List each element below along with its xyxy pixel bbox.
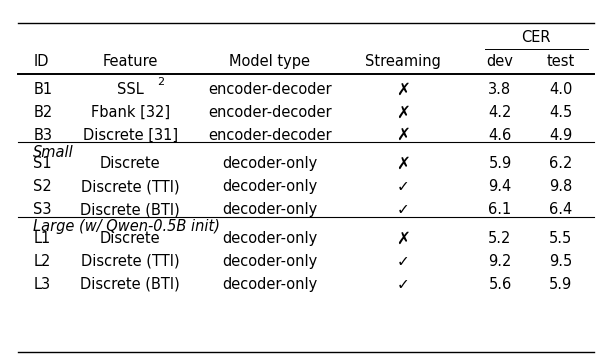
Text: decoder-only: decoder-only (222, 277, 318, 292)
Text: 9.5: 9.5 (549, 254, 572, 269)
Text: Large (w/ Qwen-0.5B init): Large (w/ Qwen-0.5B init) (33, 219, 221, 234)
Text: Small: Small (33, 145, 74, 160)
Text: Discrete (BTI): Discrete (BTI) (81, 277, 180, 292)
Text: B3: B3 (33, 128, 52, 143)
Text: L1: L1 (33, 231, 50, 246)
Text: ✓: ✓ (396, 277, 410, 292)
Text: ✗: ✗ (396, 103, 410, 121)
Text: 4.9: 4.9 (549, 128, 572, 143)
Text: ✓: ✓ (396, 254, 410, 269)
Text: Discrete (TTI): Discrete (TTI) (81, 254, 179, 269)
Text: decoder-only: decoder-only (222, 254, 318, 269)
Text: Discrete (BTI): Discrete (BTI) (81, 202, 180, 217)
Text: 9.2: 9.2 (488, 254, 511, 269)
Text: Discrete (TTI): Discrete (TTI) (81, 179, 179, 194)
Text: dev: dev (487, 54, 513, 69)
Text: 3.8: 3.8 (488, 82, 511, 97)
Text: 6.4: 6.4 (549, 202, 572, 217)
Text: 9.8: 9.8 (549, 179, 572, 194)
Text: 5.2: 5.2 (488, 231, 511, 246)
Text: ✗: ✗ (396, 229, 410, 247)
Text: ✗: ✗ (396, 126, 410, 144)
Text: encoder-decoder: encoder-decoder (208, 105, 331, 120)
Text: ✗: ✗ (396, 155, 410, 173)
Text: 5.5: 5.5 (549, 231, 572, 246)
Text: S1: S1 (33, 156, 52, 171)
Text: 4.5: 4.5 (549, 105, 572, 120)
Text: decoder-only: decoder-only (222, 156, 318, 171)
Text: S3: S3 (33, 202, 52, 217)
Text: 6.2: 6.2 (549, 156, 572, 171)
Text: 4.2: 4.2 (488, 105, 511, 120)
Text: B2: B2 (33, 105, 53, 120)
Text: ✗: ✗ (396, 81, 410, 98)
Text: Model type: Model type (229, 54, 310, 69)
Text: decoder-only: decoder-only (222, 231, 318, 246)
Text: 5.9: 5.9 (549, 277, 572, 292)
Text: 2: 2 (157, 77, 164, 87)
Text: Discrete [31]: Discrete [31] (83, 128, 178, 143)
Text: Streaming: Streaming (365, 54, 441, 69)
Text: ✓: ✓ (396, 179, 410, 194)
Text: L3: L3 (33, 277, 50, 292)
Text: 4.6: 4.6 (488, 128, 511, 143)
Text: test: test (547, 54, 574, 69)
Text: 6.1: 6.1 (488, 202, 511, 217)
Text: Discrete: Discrete (100, 231, 161, 246)
Text: decoder-only: decoder-only (222, 179, 318, 194)
Text: 5.6: 5.6 (488, 277, 511, 292)
Text: Fbank [32]: Fbank [32] (91, 105, 170, 120)
Text: L2: L2 (33, 254, 51, 269)
Text: Feature: Feature (102, 54, 158, 69)
Text: 9.4: 9.4 (488, 179, 511, 194)
Text: B1: B1 (33, 82, 53, 97)
Text: SSL: SSL (117, 82, 144, 97)
Text: encoder-decoder: encoder-decoder (208, 128, 331, 143)
Text: encoder-decoder: encoder-decoder (208, 82, 331, 97)
Text: Discrete: Discrete (100, 156, 161, 171)
Text: 5.9: 5.9 (488, 156, 511, 171)
Text: 4.0: 4.0 (549, 82, 572, 97)
Text: ID: ID (33, 54, 49, 69)
Text: ✓: ✓ (396, 202, 410, 217)
Text: S2: S2 (33, 179, 52, 194)
Text: decoder-only: decoder-only (222, 202, 318, 217)
Text: CER: CER (522, 30, 551, 45)
